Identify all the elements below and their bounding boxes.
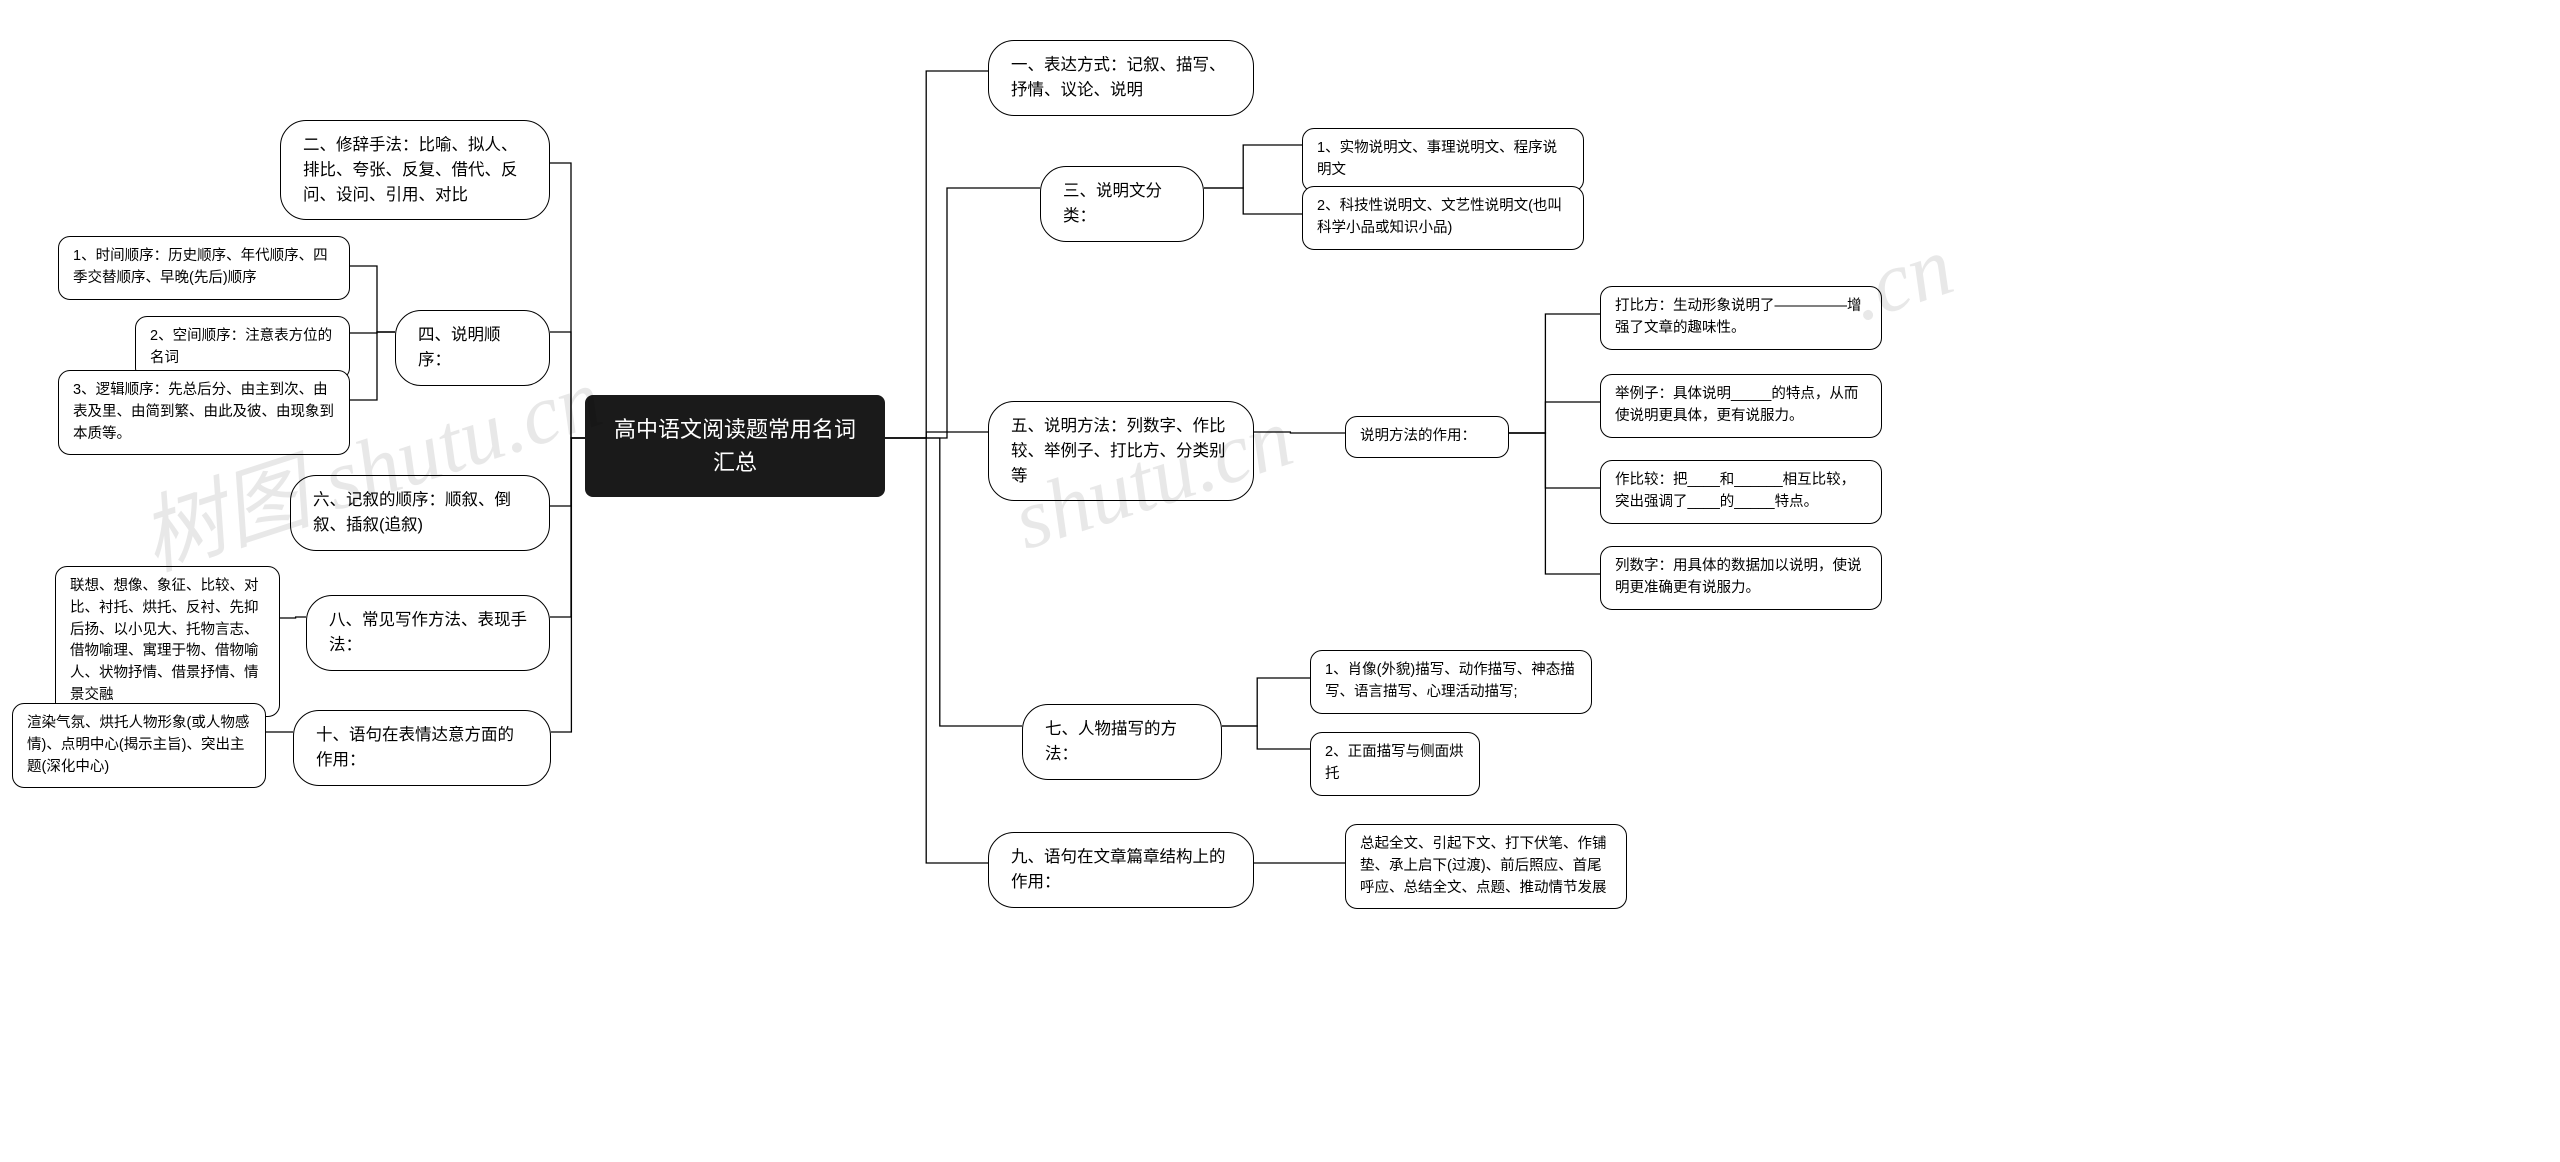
mindmap-node: 七、人物描写的方法：	[1022, 704, 1222, 780]
node-label: 1、实物说明文、事理说明文、程序说明文	[1317, 140, 1557, 178]
mindmap-node: 列数字：用具体的数据加以说明，使说明更准确更有说服力。	[1600, 546, 1882, 610]
node-label: 四、说明顺序：	[418, 326, 501, 369]
mindmap-node: 八、常见写作方法、表现手法：	[306, 595, 550, 671]
mindmap-node: 1、肖像(外貌)描写、动作描写、神态描写、语言描写、心理活动描写;	[1310, 650, 1592, 714]
mindmap-node: 五、说明方法：列数字、作比较、举例子、打比方、分类别等	[988, 401, 1254, 501]
node-label: 八、常见写作方法、表现手法：	[329, 611, 527, 654]
node-label: 渲染气氛、烘托人物形象(或人物感情)、点明中心(揭示主旨)、突出主题(深化中心)	[27, 715, 249, 775]
center-label: 高中语文阅读题常用名词汇总	[614, 417, 856, 475]
node-label: 二、修辞手法：比喻、拟人、排比、夸张、反复、借代、反问、设问、引用、对比	[303, 136, 518, 204]
node-label: 三、说明文分类：	[1063, 182, 1162, 225]
node-label: 六、记叙的顺序：顺叙、倒叙、插叙(追叙)	[313, 491, 511, 534]
mindmap-node: 九、语句在文章篇章结构上的作用：	[988, 832, 1254, 908]
mindmap-node: 六、记叙的顺序：顺叙、倒叙、插叙(追叙)	[290, 475, 550, 551]
node-label: 举例子：具体说明_____的特点，从而使说明更具体，更有说服力。	[1615, 386, 1858, 424]
node-label: 3、逻辑顺序：先总后分、由主到次、由表及里、由简到繁、由此及彼、由现象到本质等。	[73, 382, 334, 442]
node-label: 九、语句在文章篇章结构上的作用：	[1011, 848, 1226, 891]
mindmap-node: 四、说明顺序：	[395, 310, 550, 386]
node-label: 总起全文、引起下文、打下伏笔、作铺垫、承上启下(过渡)、前后照应、首尾呼应、总结…	[1360, 836, 1607, 896]
mindmap-node: 作比较：把____和______相互比较，突出强调了____的_____特点。	[1600, 460, 1882, 524]
mindmap-node: 联想、想像、象征、比较、对比、衬托、烘托、反衬、先抑后扬、以小见大、托物言志、借…	[55, 566, 280, 717]
node-label: 1、时间顺序：历史顺序、年代顺序、四季交替顺序、早晚(先后)顺序	[73, 248, 328, 286]
node-label: 五、说明方法：列数字、作比较、举例子、打比方、分类别等	[1011, 417, 1226, 485]
node-label: 说明方法的作用：	[1360, 428, 1476, 444]
center-node: 高中语文阅读题常用名词汇总	[585, 395, 885, 497]
node-label: 1、肖像(外貌)描写、动作描写、神态描写、语言描写、心理活动描写;	[1325, 662, 1575, 700]
node-label: 2、空间顺序：注意表方位的名词	[150, 328, 332, 366]
mindmap-node: 2、科技性说明文、文艺性说明文(也叫科学小品或知识小品)	[1302, 186, 1584, 250]
mindmap-node: 总起全文、引起下文、打下伏笔、作铺垫、承上启下(过渡)、前后照应、首尾呼应、总结…	[1345, 824, 1627, 909]
mindmap-node: 一、表达方式：记叙、描写、抒情、议论、说明	[988, 40, 1254, 116]
mindmap-node: 1、实物说明文、事理说明文、程序说明文	[1302, 128, 1584, 192]
node-label: 打比方：生动形象说明了—————增强了文章的趣味性。	[1615, 298, 1862, 336]
mindmap-node: 2、正面描写与侧面烘托	[1310, 732, 1480, 796]
node-label: 作比较：把____和______相互比较，突出强调了____的_____特点。	[1615, 472, 1855, 510]
mindmap-node: 三、说明文分类：	[1040, 166, 1204, 242]
mindmap-node: 二、修辞手法：比喻、拟人、排比、夸张、反复、借代、反问、设问、引用、对比	[280, 120, 550, 220]
node-label: 列数字：用具体的数据加以说明，使说明更准确更有说服力。	[1615, 558, 1862, 596]
node-label: 一、表达方式：记叙、描写、抒情、议论、说明	[1011, 56, 1226, 99]
node-label: 七、人物描写的方法：	[1045, 720, 1177, 763]
mindmap-node: 打比方：生动形象说明了—————增强了文章的趣味性。	[1600, 286, 1882, 350]
node-label: 联想、想像、象征、比较、对比、衬托、烘托、反衬、先抑后扬、以小见大、托物言志、借…	[70, 578, 259, 703]
mindmap-node: 3、逻辑顺序：先总后分、由主到次、由表及里、由简到繁、由此及彼、由现象到本质等。	[58, 370, 350, 455]
node-label: 2、正面描写与侧面烘托	[1325, 744, 1464, 782]
mindmap-node: 1、时间顺序：历史顺序、年代顺序、四季交替顺序、早晚(先后)顺序	[58, 236, 350, 300]
node-label: 十、语句在表情达意方面的作用：	[316, 726, 514, 769]
mindmap-node: 渲染气氛、烘托人物形象(或人物感情)、点明中心(揭示主旨)、突出主题(深化中心)	[12, 703, 266, 788]
node-label: 2、科技性说明文、文艺性说明文(也叫科学小品或知识小品)	[1317, 198, 1562, 236]
mindmap-node: 十、语句在表情达意方面的作用：	[293, 710, 551, 786]
mindmap-node: 说明方法的作用：	[1345, 416, 1509, 458]
mindmap-node: 举例子：具体说明_____的特点，从而使说明更具体，更有说服力。	[1600, 374, 1882, 438]
